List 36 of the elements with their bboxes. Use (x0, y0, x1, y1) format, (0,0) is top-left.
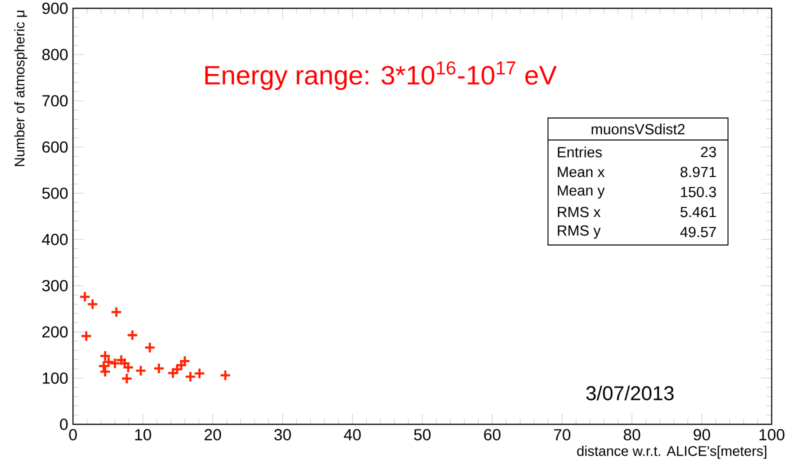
y-tick-label: 400 (42, 234, 68, 246)
y-tick-label: 900 (42, 2, 68, 14)
annotation: RMS y (558, 225, 601, 239)
annotation: 3/07/2013 (586, 386, 674, 400)
text: Energy range: 3*10$^{16}$-10$^{17}$ eV (205, 61, 557, 90)
x-tick-label: 100 (760, 429, 784, 440)
x-tick-label: 90 (694, 429, 710, 440)
y-axis-title: Number of atmospheric μ (14, 10, 28, 166)
annotation: muonsVSdist2 (592, 124, 685, 134)
annotation: Mean y (558, 185, 605, 199)
annotation: Mean x (558, 166, 605, 178)
y-tick-label: 500 (42, 188, 68, 199)
x-tick-label: 0 (69, 429, 77, 440)
y-tick-label: 300 (42, 280, 68, 292)
x-tick-label: 50 (414, 429, 431, 440)
y-tick-label: 200 (42, 326, 68, 338)
y-tick-label: 100 (42, 372, 68, 384)
x-tick-label: 80 (624, 429, 640, 440)
y-tick-label: 700 (42, 95, 68, 106)
y-tick-label: 800 (42, 48, 68, 60)
x-tick-label: 60 (484, 429, 500, 440)
annotation: Entries (558, 146, 602, 158)
annotation: 8.971 (680, 166, 716, 178)
x-axis-title: distance w.r.t. ALICE's[meters] (577, 446, 766, 459)
x-tick-label: 70 (554, 429, 570, 440)
annotation: 150.3 (681, 186, 716, 198)
annotation: 5.461 (680, 206, 716, 218)
y-tick-label: 0 (60, 418, 68, 430)
y-tick-label: 600 (42, 141, 68, 153)
x-tick-label: 40 (344, 429, 361, 440)
annotation: 23 (701, 146, 716, 158)
x-tick-label: 30 (274, 429, 291, 440)
annotation: 49.57 (680, 226, 716, 238)
x-tick-label: 10 (135, 429, 152, 440)
x-tick-label: 20 (204, 429, 222, 440)
annotation: RMS x (558, 206, 601, 218)
